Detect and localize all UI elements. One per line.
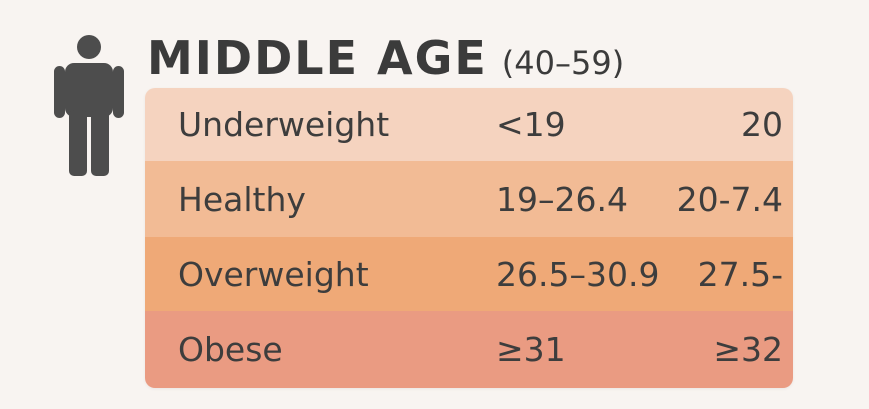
table-row-obese: Obese ≥31 ≥32 bbox=[145, 311, 793, 388]
range-a-value: ≥31 bbox=[496, 330, 566, 369]
title-age-range: (40–59) bbox=[501, 44, 625, 82]
person-icon bbox=[54, 35, 124, 176]
table-row-overweight: Overweight 26.5–30.9 27.5- bbox=[145, 237, 793, 311]
range-a-value: <19 bbox=[496, 105, 566, 144]
range-b-value: 27.5- bbox=[697, 254, 783, 294]
table-row-healthy: Healthy 19–26.4 20-7.4 bbox=[145, 161, 793, 237]
range-b-value: ≥32 bbox=[713, 330, 783, 369]
table-row-underweight: Underweight <19 20 bbox=[145, 88, 793, 161]
range-b-value: 20-7.4 bbox=[676, 179, 783, 219]
title-main: MIDDLE AGE bbox=[147, 31, 488, 85]
range-a-value: 19–26.4 bbox=[496, 179, 628, 219]
category-label: Overweight bbox=[178, 254, 369, 294]
range-b-value: 20 bbox=[741, 105, 783, 144]
category-label: Underweight bbox=[178, 105, 390, 144]
category-label: Obese bbox=[178, 330, 283, 369]
bmi-table: Underweight <19 20 Healthy 19–26.4 20-7.… bbox=[145, 88, 793, 388]
range-a-value: 26.5–30.9 bbox=[496, 254, 660, 294]
page-title: MIDDLE AGE (40–59) bbox=[147, 30, 624, 86]
category-label: Healthy bbox=[178, 179, 306, 219]
